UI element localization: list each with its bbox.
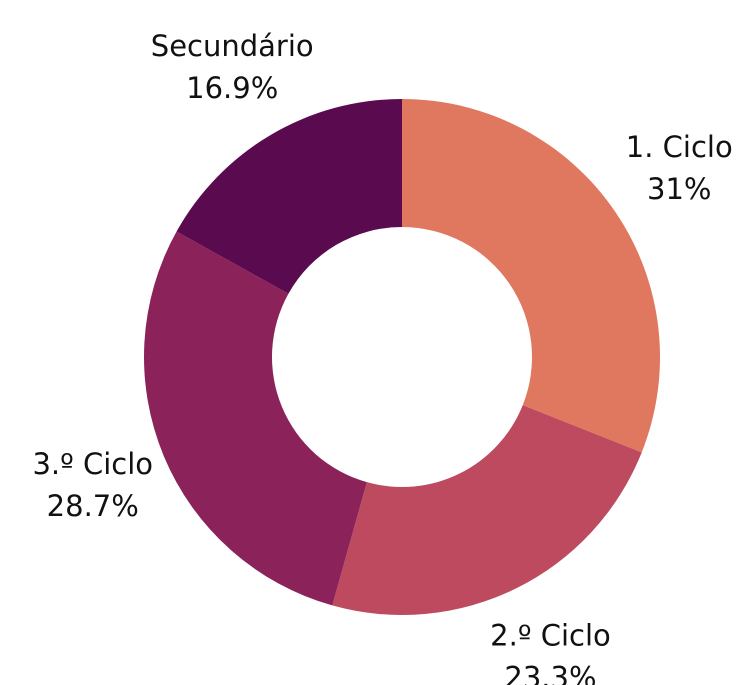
- donut-slice: [144, 231, 367, 606]
- slice-label: 1. Ciclo: [626, 130, 733, 164]
- donut-slice: [402, 99, 661, 453]
- donut-slice: [332, 405, 642, 616]
- slice-label: 3.º Ciclo: [32, 447, 153, 481]
- slice-value-label: 23.3%: [504, 660, 596, 685]
- slice-value-label: 16.9%: [186, 71, 278, 105]
- slice-value-label: 28.7%: [47, 489, 139, 523]
- slice-value-label: 31%: [647, 172, 711, 206]
- slice-label: Secundário: [151, 29, 314, 63]
- donut-slice: [176, 99, 402, 294]
- slice-label: 2.º Ciclo: [490, 618, 611, 652]
